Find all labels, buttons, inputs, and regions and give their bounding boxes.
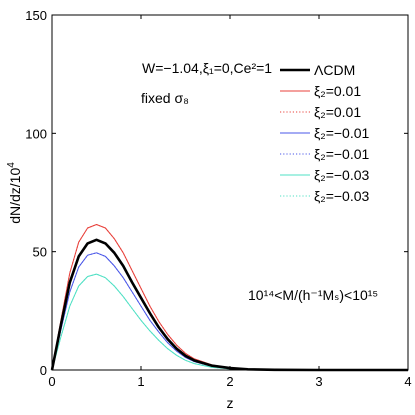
series-line-2: [51, 224, 408, 371]
x-tick-label: 1: [137, 374, 144, 389]
legend-label-1: ξ₂=0.01: [314, 83, 361, 99]
x-axis-label: z: [227, 395, 234, 411]
x-tick-label: 0: [48, 374, 55, 389]
y-tick-label: 100: [25, 126, 47, 141]
legend-label-5: ξ₂=−0.03: [314, 167, 370, 183]
x-tick-label: 2: [226, 374, 233, 389]
legend: ΛCDM ξ₂=0.01 ξ₂=0.01 ξ₂=−0.01 ξ₂=−0.01 ξ₂=−0.…: [280, 62, 370, 204]
mass-range-annotation: 10¹⁴<M/(h⁻¹Mₛ)<10¹⁵: [248, 287, 378, 303]
legend-label-6: ξ₂=−0.03: [314, 188, 370, 204]
series-line-0: [50, 238, 408, 372]
y-tick-label: 50: [33, 245, 47, 260]
legend-label-4: ξ₂=−0.01: [314, 146, 370, 162]
y-tick-label: 0: [40, 363, 47, 378]
y-tick-label: 150: [25, 8, 47, 23]
sigma-annotation: fixed σ₈: [141, 90, 189, 106]
series-line-4: [51, 252, 408, 371]
series-layer: [50, 224, 408, 372]
series-line-6: [51, 273, 408, 371]
x-tick-label: 3: [315, 374, 322, 389]
y-axis-label: dN/dz/104: [6, 162, 23, 224]
legend-label-2: ξ₂=0.01: [314, 104, 361, 120]
x-tick-label: 4: [404, 374, 411, 389]
tick-layer: 0 1 2 3 4 0 50 100 150: [25, 8, 411, 389]
model-annotation: W=−1.04,ξ₁=0,Ce²=1: [142, 60, 272, 76]
legend-label-0: ΛCDM: [314, 62, 355, 78]
legend-label-3: ξ₂=−0.01: [314, 125, 370, 141]
